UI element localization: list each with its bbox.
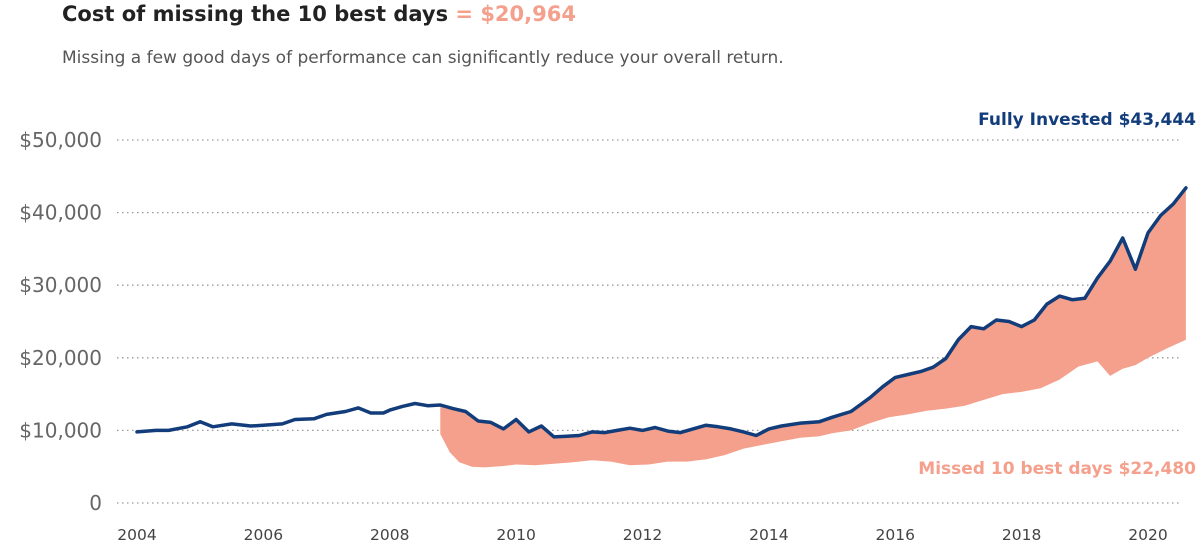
x-tick-label: 2020	[1128, 526, 1167, 544]
chart-title: Cost of missing the 10 best days = $20,9…	[62, 2, 576, 26]
y-axis-ticks: 0 $10,000 $20,000 $30,000 $40,000 $50,000	[19, 128, 102, 515]
missed-days-label: Missed 10 best days $22,480	[918, 459, 1196, 479]
chart-subtitle: Missing a few good days of performance c…	[62, 48, 784, 68]
y-tick-label: $40,000	[19, 201, 102, 225]
fully-invested-line	[135, 186, 1188, 439]
y-tick-label: $10,000	[19, 418, 102, 442]
x-tick-label: 2018	[1002, 526, 1041, 544]
y-tick-label: $50,000	[19, 128, 102, 152]
chart-title-highlight: = $20,964	[455, 2, 576, 26]
fully-invested-label: Fully Invested $43,444	[978, 110, 1196, 130]
x-tick-label: 2010	[496, 526, 535, 544]
x-tick-label: 2012	[623, 526, 662, 544]
x-tick-label: 2014	[749, 526, 788, 544]
missed-days-area	[440, 187, 1186, 468]
x-tick-label: 2006	[244, 526, 283, 544]
x-tick-label: 2016	[876, 526, 915, 544]
y-tick-label: 0	[89, 491, 102, 515]
x-axis-ticks: 2004 2006 2008 2010 2012 2014 2016 2018 2020	[117, 526, 1167, 544]
y-tick-label: $20,000	[19, 346, 102, 370]
chart-title-text: Cost of missing the 10 best days	[62, 2, 449, 26]
x-tick-label: 2004	[117, 526, 156, 544]
y-tick-label: $30,000	[19, 273, 102, 297]
x-tick-label: 2008	[370, 526, 409, 544]
